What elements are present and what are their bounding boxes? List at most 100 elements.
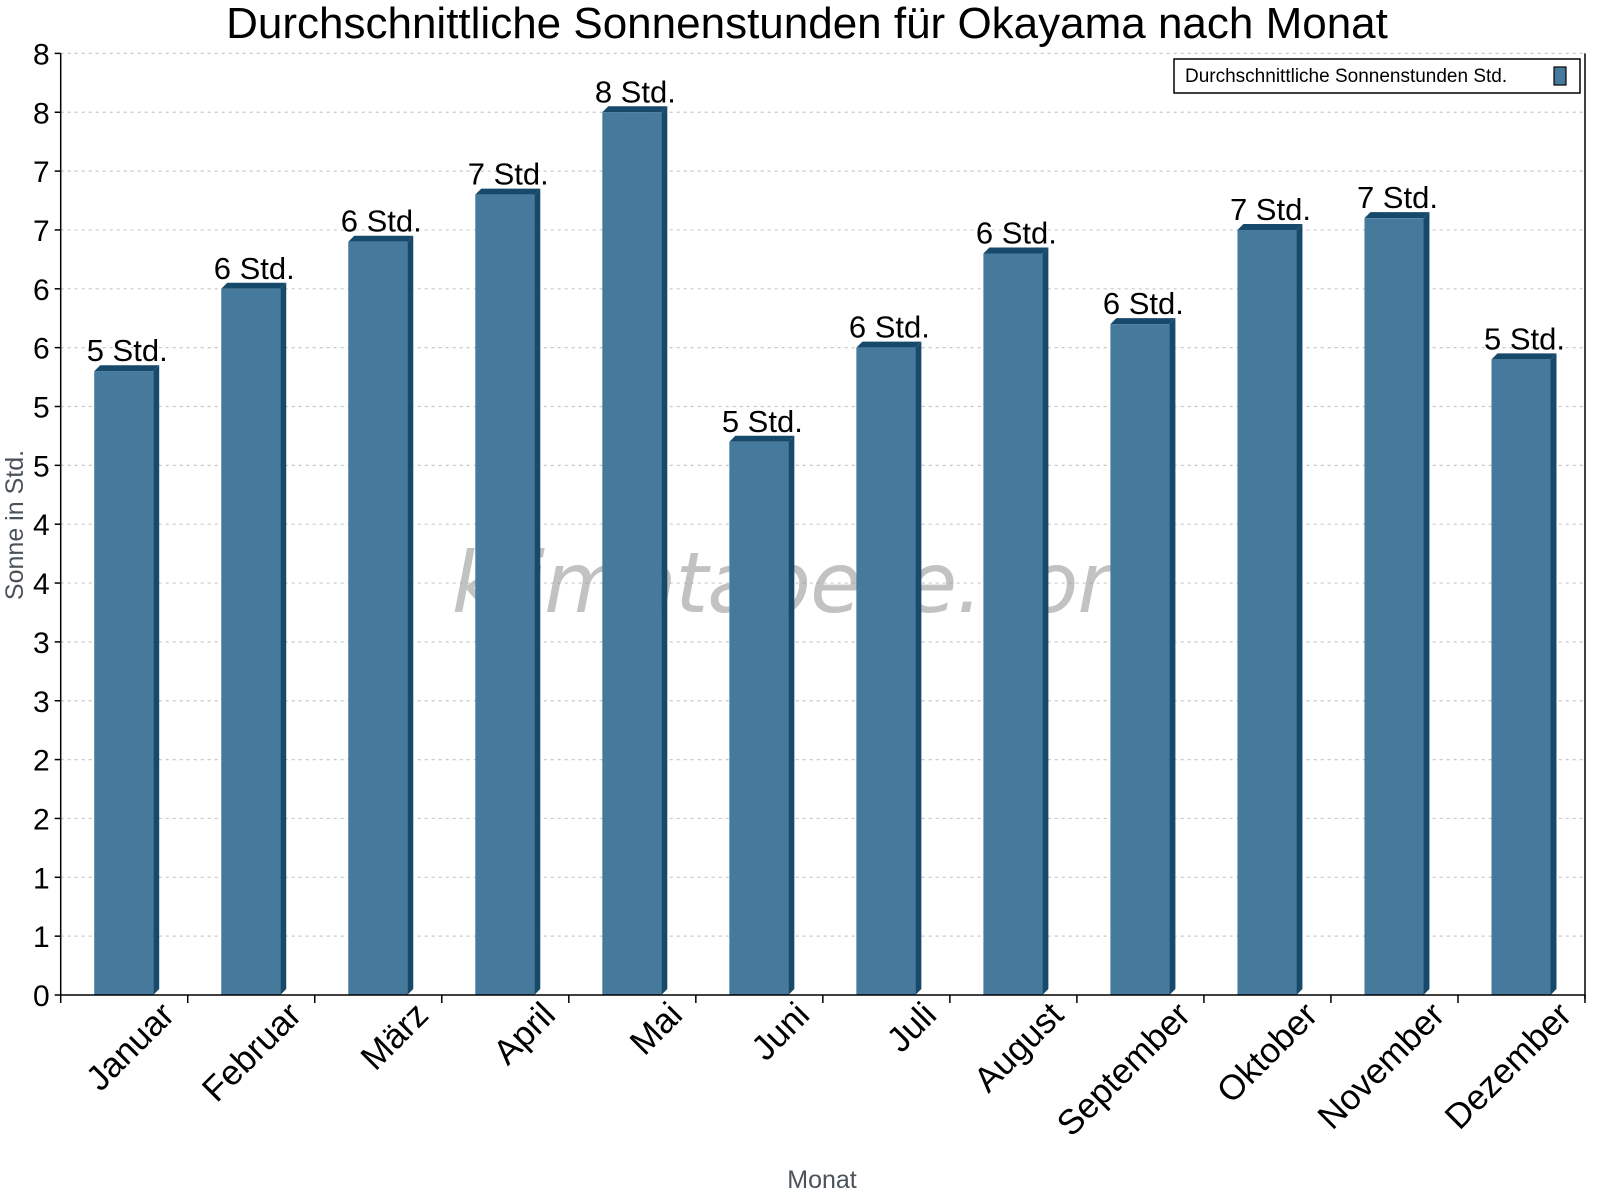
x-category-label: Juni: [744, 995, 817, 1068]
bar-value-label: 5 Std.: [1484, 321, 1565, 356]
chart-title: Durchschnittliche Sonnenstunden für Okay…: [226, 0, 1388, 48]
bar-top-face: [94, 365, 160, 372]
bar-side-face: [1169, 318, 1176, 995]
bar: [348, 235, 414, 996]
gridlines: [60, 52, 1585, 937]
bar-value-label: 5 Std.: [722, 404, 803, 439]
bar-front-face: [1364, 218, 1424, 995]
bar: [1237, 223, 1303, 995]
y-axis-ticks: 0 1 1 2 2 3 3 4 4 5 5 6 6 7 7 8 8: [33, 38, 61, 1013]
y-axis-title: Sonne in Std.: [1, 450, 29, 600]
bar-side-face: [280, 282, 287, 995]
y-tick-label: 4: [33, 568, 50, 601]
y-tick-label: 1: [33, 862, 50, 895]
bar-front-face: [729, 441, 789, 995]
y-tick-label: 5: [33, 450, 50, 483]
bar-side-face: [1550, 353, 1557, 995]
bar-side-face: [1042, 247, 1049, 996]
y-tick-label: 2: [33, 745, 50, 778]
bar-side-face: [534, 188, 541, 995]
bar-value-label: 7 Std.: [468, 157, 549, 192]
x-axis-title: Monat: [787, 1166, 857, 1194]
bar: [729, 435, 795, 995]
bar-side-face: [915, 341, 922, 995]
bar-front-face: [983, 253, 1043, 996]
y-tick-label: 4: [33, 509, 50, 542]
bar-value-label: 6 Std.: [976, 215, 1057, 250]
bar-front-face: [221, 288, 281, 995]
bar-front-face: [856, 347, 916, 995]
bar-front-face: [348, 241, 408, 996]
bar: [1364, 212, 1430, 995]
y-tick-label: 0: [33, 980, 50, 1013]
bar-value-label: 6 Std.: [849, 310, 930, 345]
bar-side-face: [661, 106, 668, 995]
x-category-label: Juli: [879, 995, 944, 1060]
x-category-label: August: [966, 995, 1071, 1100]
x-category-label: April: [486, 995, 563, 1072]
x-category-label: Dezember: [1437, 995, 1579, 1137]
legend-swatch: [1553, 66, 1567, 86]
y-tick-label: 5: [33, 392, 50, 425]
bar-value-label: 7 Std.: [1230, 192, 1311, 227]
bar: [602, 106, 668, 995]
bar: [475, 188, 541, 995]
x-category-label: Mai: [623, 995, 690, 1062]
bar-front-face: [475, 194, 535, 995]
bar-top-face: [1491, 353, 1557, 360]
legend-box: [1173, 58, 1581, 94]
bar-top-face: [348, 235, 414, 242]
bar-top-face: [983, 247, 1049, 254]
y-tick-label: 8: [33, 97, 50, 130]
x-axis-ticks: Januar Februar März April Mai Juni Juli AugustS…: [59, 995, 1586, 1144]
x-category-label: Februar: [195, 995, 309, 1109]
bar: [983, 247, 1049, 996]
bar-side-face: [1296, 223, 1303, 995]
bar-top-face: [221, 282, 287, 289]
x-category-label: September: [1049, 995, 1198, 1144]
y-tick-label: 7: [33, 156, 50, 189]
bar-front-face: [1237, 229, 1297, 995]
bar: [1110, 318, 1176, 995]
bar-value-label: 7 Std.: [1357, 180, 1438, 215]
y-tick-label: 8: [33, 38, 50, 71]
legend: Durchschnittliche Sonnenstunden Std.: [1173, 58, 1581, 94]
y-tick-label: 7: [33, 215, 50, 248]
x-category-label: März: [353, 995, 436, 1078]
x-category-label: November: [1310, 995, 1452, 1137]
bar: [94, 365, 160, 995]
bar-top-face: [729, 435, 795, 442]
bar-value-label: 5 Std.: [87, 333, 168, 368]
bar-front-face: [94, 371, 154, 995]
value-labels: 5 Std. 6 Std. 6 Std. 7 Std. 8 Std. 5 Std. 6 St…: [87, 74, 1565, 439]
x-category-label: Januar: [79, 995, 182, 1098]
bar-value-label: 6 Std.: [341, 204, 422, 239]
y-tick-label: 3: [33, 686, 50, 719]
bar-top-face: [602, 106, 668, 113]
y-tick-label: 3: [33, 627, 50, 660]
bar-front-face: [1110, 324, 1170, 995]
bar-front-face: [602, 112, 662, 995]
bar-top-face: [1110, 318, 1176, 325]
bar-value-label: 8 Std.: [595, 74, 676, 109]
bar-side-face: [1423, 212, 1430, 995]
bar-side-face: [407, 235, 414, 996]
bar-top-face: [475, 188, 541, 195]
bar-top-face: [856, 341, 922, 348]
legend-label: Durchschnittliche Sonnenstunden Std.: [1185, 66, 1507, 87]
bar-value-label: 6 Std.: [1103, 286, 1184, 321]
x-category-label: Oktober: [1209, 995, 1325, 1111]
y-tick-label: 6: [33, 274, 50, 307]
bar: [856, 341, 922, 995]
bar-top-face: [1364, 212, 1430, 219]
bar-top-face: [1237, 223, 1303, 230]
bar-front-face: [1491, 359, 1551, 995]
bar-side-face: [153, 365, 160, 995]
bar: [1491, 353, 1557, 995]
bar-value-label: 6 Std.: [214, 251, 295, 286]
y-tick-label: 6: [33, 333, 50, 366]
bar: [221, 282, 287, 995]
bar-side-face: [788, 435, 795, 995]
y-tick-label: 1: [33, 921, 50, 954]
